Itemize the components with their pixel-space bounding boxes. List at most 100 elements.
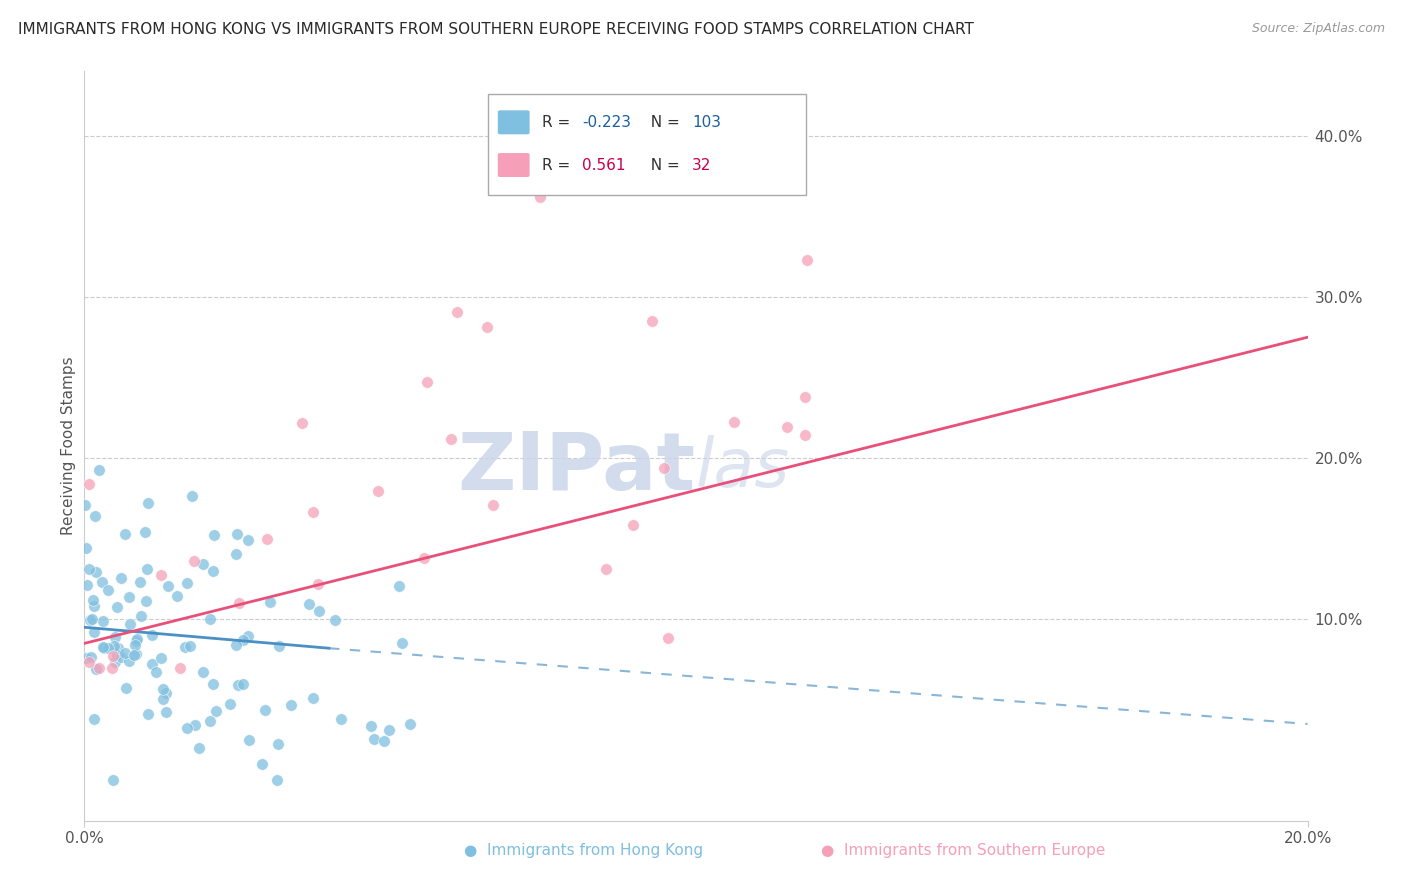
Point	[250, 757, 273, 772]
Point	[134, 524, 156, 539]
Point	[416, 376, 439, 390]
Point	[238, 733, 260, 747]
Point	[75, 541, 97, 555]
Point	[641, 314, 664, 328]
Point	[149, 567, 172, 582]
Point	[226, 678, 249, 692]
Point	[124, 639, 146, 653]
Point	[103, 639, 125, 653]
Point	[104, 655, 127, 669]
Point	[280, 698, 302, 712]
Point	[228, 596, 250, 610]
Point	[118, 591, 141, 605]
Text: N =: N =	[641, 158, 685, 172]
Point	[266, 773, 288, 788]
Point	[125, 647, 148, 661]
Point	[225, 547, 247, 561]
Point	[115, 681, 138, 696]
Point	[187, 741, 209, 756]
Point	[595, 562, 617, 576]
Point	[114, 646, 136, 660]
Point	[529, 190, 551, 204]
Point	[388, 579, 411, 593]
Point	[128, 574, 150, 589]
Point	[307, 577, 329, 591]
Point	[101, 649, 124, 664]
Point	[125, 634, 148, 648]
Point	[93, 640, 115, 655]
Point	[176, 721, 198, 735]
Point	[373, 734, 395, 748]
Text: 32: 32	[692, 158, 711, 172]
Point	[101, 773, 124, 788]
Point	[367, 483, 389, 498]
Point	[129, 608, 152, 623]
Point	[446, 305, 468, 319]
Point	[360, 719, 382, 733]
Point	[236, 533, 259, 548]
Point	[302, 505, 325, 519]
Point	[80, 649, 103, 664]
Text: -0.223: -0.223	[582, 115, 631, 130]
Text: 103: 103	[692, 115, 721, 130]
Point	[267, 639, 290, 653]
Point	[83, 624, 105, 639]
Point	[794, 428, 817, 442]
Point	[481, 498, 503, 512]
Point	[104, 630, 127, 644]
Point	[135, 594, 157, 608]
Point	[202, 564, 225, 578]
Point	[138, 706, 160, 721]
Text: Source: ZipAtlas.com: Source: ZipAtlas.com	[1251, 22, 1385, 36]
Point	[440, 432, 463, 446]
Point	[657, 631, 679, 645]
Point	[183, 718, 205, 732]
Point	[413, 550, 436, 565]
Point	[101, 660, 124, 674]
Point	[225, 639, 247, 653]
Text: 0.561: 0.561	[582, 158, 626, 172]
Point	[302, 691, 325, 706]
Point	[477, 319, 499, 334]
Point	[291, 416, 314, 430]
Point	[179, 639, 201, 653]
Point	[166, 589, 188, 603]
Point	[91, 614, 114, 628]
Point	[136, 496, 159, 510]
Point	[183, 554, 205, 568]
Point	[253, 703, 276, 717]
Point	[191, 558, 214, 572]
Point	[82, 593, 104, 607]
Point	[87, 463, 110, 477]
Text: las: las	[696, 435, 790, 501]
Point	[723, 415, 745, 429]
Point	[79, 562, 101, 576]
Text: IMMIGRANTS FROM HONG KONG VS IMMIGRANTS FROM SOUTHERN EUROPE RECEIVING FOOD STAM: IMMIGRANTS FROM HONG KONG VS IMMIGRANTS …	[18, 22, 974, 37]
Point	[83, 712, 105, 726]
Point	[152, 692, 174, 706]
Point	[107, 648, 129, 662]
Point	[79, 613, 101, 627]
Point	[621, 518, 644, 533]
Point	[110, 649, 132, 664]
Point	[683, 153, 706, 168]
Point	[176, 575, 198, 590]
Point	[83, 599, 105, 613]
Point	[77, 476, 100, 491]
Point	[169, 660, 191, 674]
Point	[200, 612, 222, 626]
FancyBboxPatch shape	[498, 111, 530, 135]
Point	[86, 662, 108, 676]
Point	[110, 571, 132, 585]
Point	[391, 636, 413, 650]
Point	[156, 579, 179, 593]
Point	[232, 677, 254, 691]
Point	[399, 717, 422, 731]
Point	[232, 632, 254, 647]
Point	[267, 737, 290, 751]
Text: R =: R =	[541, 158, 575, 172]
Point	[152, 681, 174, 696]
Text: ●  Immigrants from Hong Kong: ● Immigrants from Hong Kong	[464, 843, 703, 858]
Point	[155, 685, 177, 699]
Point	[236, 629, 259, 643]
